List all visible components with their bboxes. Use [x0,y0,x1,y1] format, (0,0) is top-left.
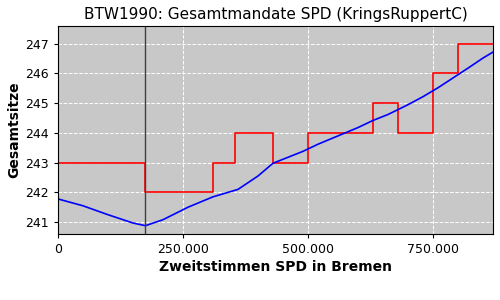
Sitze ideal [105,213,111,217]
Sitze real [455,42,461,46]
Sitze real [455,72,461,75]
Sitze ideal [300,150,306,153]
Sitze ideal [315,142,321,146]
Sitze real [490,42,496,46]
Sitze ideal [270,161,276,165]
Sitze real [142,161,148,164]
Sitze real [270,131,276,135]
Sitze ideal [385,113,391,116]
Sitze ideal [55,197,61,201]
Sitze ideal [335,134,341,138]
Sitze real [430,131,436,135]
Sitze ideal [185,206,191,209]
Sitze ideal [450,76,456,80]
Sitze ideal [480,56,486,60]
X-axis label: Zweitstimmen SPD in Bremen: Zweitstimmen SPD in Bremen [159,260,392,274]
Sitze real [430,72,436,75]
Sitze ideal [465,66,471,70]
Sitze ideal [285,155,291,159]
Sitze ideal [435,86,441,89]
Sitze real [232,131,238,135]
Sitze real [305,161,311,164]
Sitze real [395,101,401,105]
Y-axis label: Gesamtsitze: Gesamtsitze [7,82,21,178]
Title: BTW1990: Gesamtmandate SPD (KringsRuppertC): BTW1990: Gesamtmandate SPD (KringsRupper… [84,7,468,22]
Sitze real [232,161,238,164]
Sitze ideal [130,221,136,225]
Sitze real [395,131,401,135]
Sitze real [305,131,311,135]
Sitze ideal [142,224,148,227]
Sitze real [55,161,61,164]
Sitze real [370,131,376,135]
Sitze ideal [405,103,411,106]
Line: Sitze real: Sitze real [58,44,493,192]
Sitze ideal [160,218,166,221]
Sitze ideal [370,118,376,122]
Sitze real [210,190,216,194]
Sitze ideal [235,188,241,191]
Sitze real [370,101,376,105]
Sitze ideal [355,126,361,129]
Sitze ideal [210,195,216,199]
Sitze real [210,161,216,164]
Sitze ideal [255,174,261,178]
Sitze real [270,161,276,164]
Sitze ideal [420,95,426,98]
Line: Sitze ideal: Sitze ideal [58,52,493,226]
Sitze ideal [80,204,86,208]
Sitze ideal [490,50,496,54]
Sitze real [142,190,148,194]
